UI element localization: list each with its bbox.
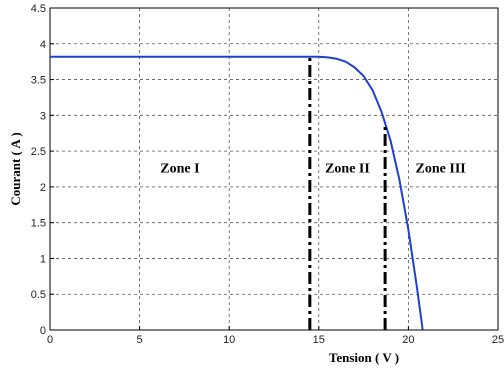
- grid: [50, 8, 498, 330]
- y-tick-label: 4.5: [31, 3, 46, 15]
- y-tick-label: 0: [40, 325, 46, 337]
- zone-boundaries: [308, 56, 387, 330]
- zone-label: Zone II: [325, 162, 370, 177]
- iv-curve-line: [50, 55, 424, 331]
- plot-frame: [49, 7, 499, 331]
- y-tick-label: 1.5: [31, 218, 46, 230]
- zone-label: Zone III: [416, 162, 466, 177]
- y-tick-label: 1: [40, 253, 46, 265]
- zone-label: Zone I: [160, 162, 199, 177]
- y-tick-label: 3: [40, 110, 46, 122]
- ticks: 0 5 10 15 20 25 0 0.5 1 1.5 2 2.5 3 3.5 4 4.5: [31, 3, 504, 346]
- x-tick-label: 5: [137, 334, 143, 346]
- y-tick-label: 3.5: [31, 75, 46, 87]
- zone-labels: Zone I Zone II Zone III: [160, 162, 465, 177]
- x-tick-label: 0: [47, 334, 53, 346]
- y-tick-label: 4: [40, 39, 46, 51]
- x-tick-label: 10: [223, 334, 235, 346]
- x-tick-label: 25: [492, 334, 504, 346]
- y-tick-label: 2.5: [31, 146, 46, 158]
- series: [50, 55, 424, 331]
- y-tick-label: 2: [40, 182, 46, 194]
- y-axis-title: Courant ( A ): [8, 132, 23, 205]
- y-tick-label: 0.5: [31, 289, 46, 301]
- x-axis-title: Tension ( V ): [329, 350, 399, 365]
- x-tick-label: 15: [313, 334, 325, 346]
- x-tick-label: 20: [402, 334, 414, 346]
